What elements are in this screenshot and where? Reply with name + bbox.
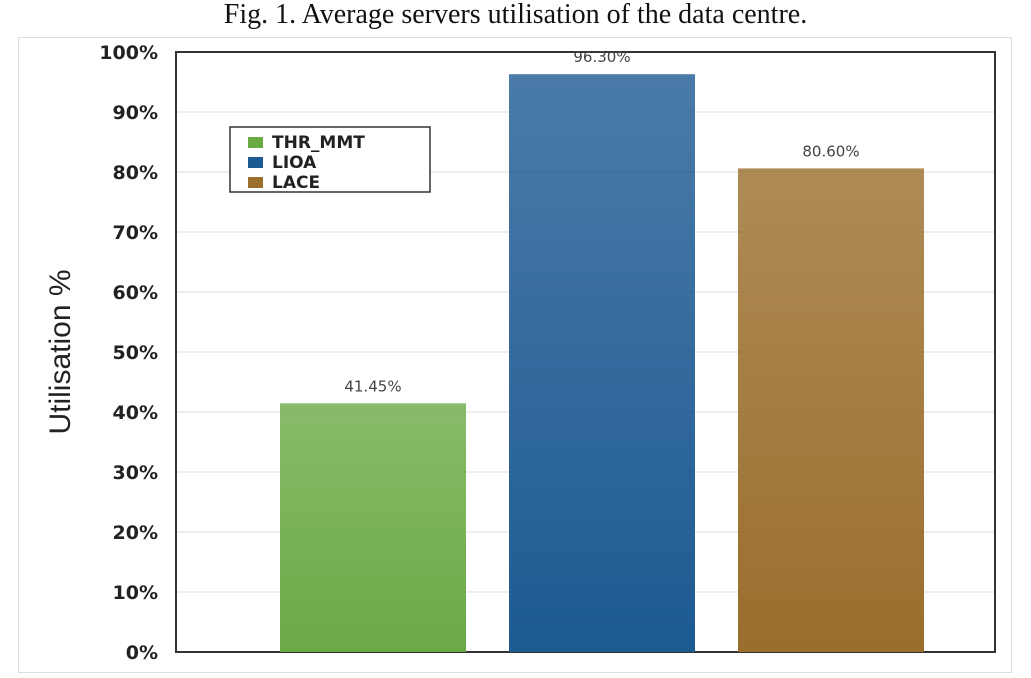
y-tick-label: 20% [113,522,158,544]
data-label: 41.45% [344,377,401,395]
y-tick-label: 10% [113,582,158,604]
y-tick-label: 40% [113,402,158,424]
data-label: 96.30% [573,48,630,66]
legend-swatch [248,177,263,188]
y-tick-label: 100% [99,42,158,64]
bar-thr_mmt [280,403,466,652]
bar-lioa [509,74,695,652]
y-tick-label: 80% [113,162,158,184]
y-tick-label: 70% [113,222,158,244]
legend-label: LIOA [272,153,317,173]
legend-swatch [248,157,263,168]
bar-lace [738,168,924,652]
legend-swatch [248,137,263,148]
y-tick-label: 50% [113,342,158,364]
y-axis-label: Utilisation % [44,269,77,434]
y-tick-label: 60% [113,282,158,304]
legend-label: LACE [272,173,320,193]
y-tick-label: 30% [113,462,158,484]
legend-label: THR_MMT [272,133,365,153]
chart-frame [18,37,1012,673]
legend-box [229,126,431,193]
y-tick-label: 90% [113,102,158,124]
data-label: 80.60% [802,142,859,160]
y-tick-label: 0% [126,642,158,664]
figure-caption: Fig. 1. Average servers utilisation of t… [223,0,808,30]
